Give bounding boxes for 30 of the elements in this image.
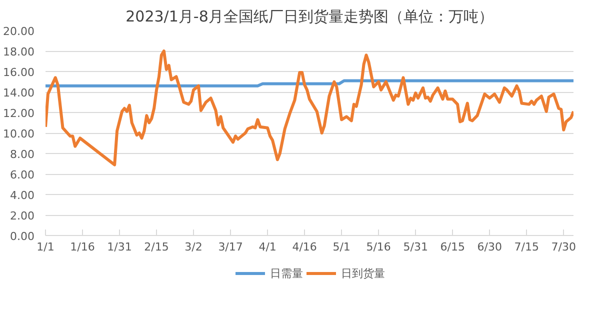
y-tick-label: 4.00 <box>10 189 35 202</box>
x-tick-label: 7/15 <box>514 240 539 254</box>
x-tick-label: 3/2 <box>184 240 202 254</box>
y-tick-label: 16.00 <box>3 66 35 79</box>
y-tick-label: 6.00 <box>10 168 35 182</box>
x-tick-label: 5/31 <box>403 240 428 254</box>
y-tick-label: 2.00 <box>10 210 35 222</box>
x-tick-label: 4/16 <box>292 240 317 254</box>
legend-label: 日需量 <box>270 266 303 280</box>
x-tick-label: 6/30 <box>477 240 502 254</box>
x-tick-label: 4/1 <box>258 240 276 254</box>
x-tick-label: 1/31 <box>107 240 132 254</box>
x-tick-label: 5/16 <box>366 240 391 254</box>
y-tick-label: 0.00 <box>10 230 35 243</box>
y-tick-label: 20.00 <box>3 25 35 38</box>
y-tick-label: 18.00 <box>3 46 35 58</box>
x-tick-label: 1/1 <box>36 240 54 254</box>
y-tick-label: 8.00 <box>10 148 35 161</box>
x-tick-label: 6/15 <box>440 240 465 254</box>
legend-label: 日到货量 <box>341 266 385 280</box>
y-tick-label: 12.00 <box>3 107 35 120</box>
line-series <box>46 50 574 166</box>
x-tick-label: 3/17 <box>218 240 243 254</box>
chart-title: 2023/1月-8月全国纸厂日到货量走势图（单位：万吨） <box>126 8 494 26</box>
x-tick-label: 5/1 <box>332 240 350 254</box>
y-tick-label: 10.00 <box>3 128 35 140</box>
x-tick-label: 2/15 <box>144 240 169 254</box>
y-tick-label: 14.00 <box>3 86 35 100</box>
x-tick-label: 7/30 <box>551 240 576 254</box>
x-tick-label: 1/16 <box>70 240 95 254</box>
